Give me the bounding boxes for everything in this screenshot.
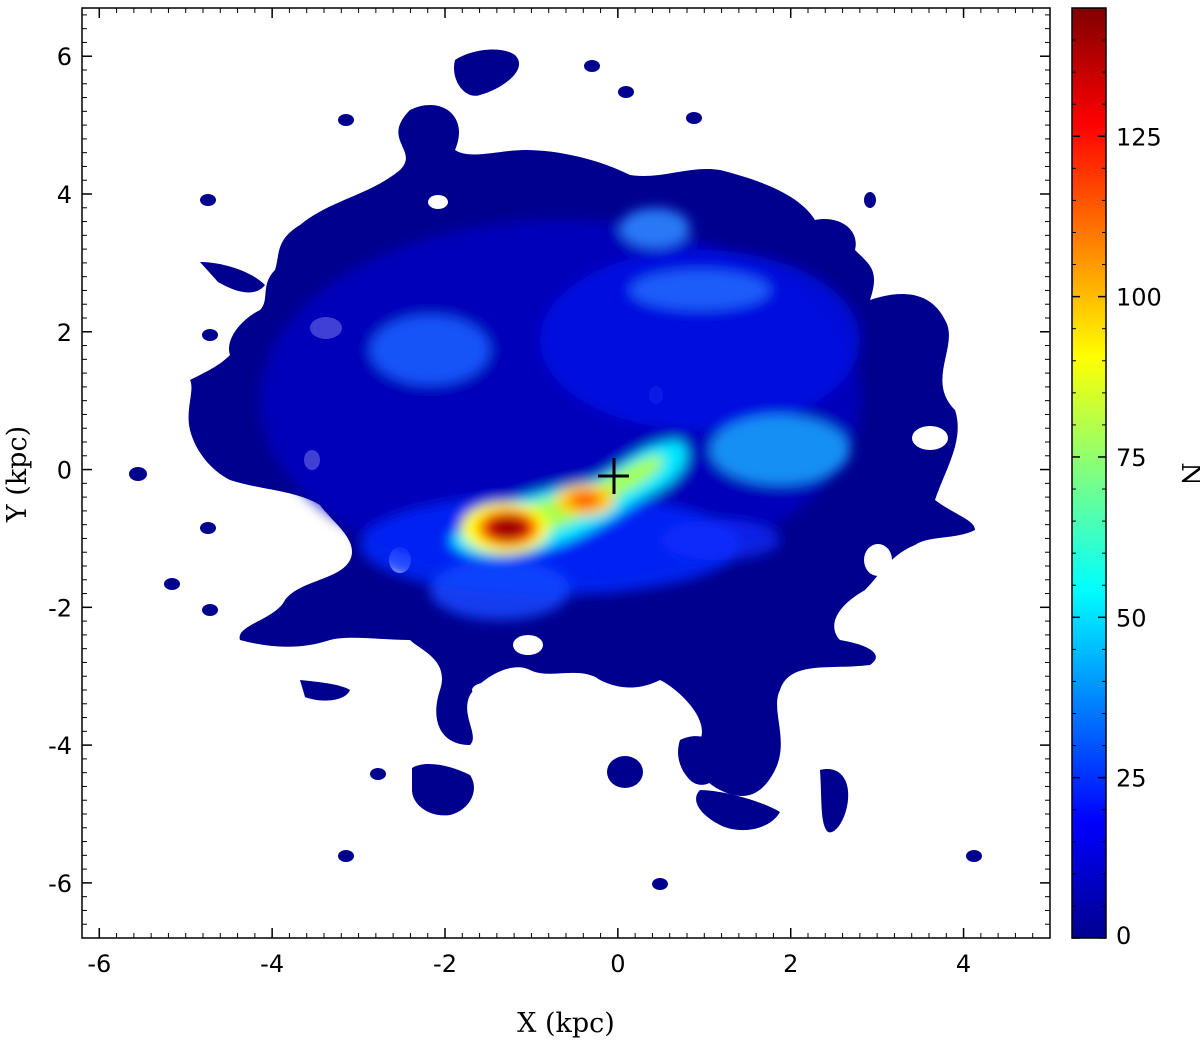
y-tick-label: 2 (57, 319, 72, 347)
colorbar-tick-label: 50 (1116, 604, 1147, 632)
x-tick-label: 4 (956, 950, 971, 978)
colorbar-label: N (1175, 462, 1200, 486)
plot-area (81, 7, 1051, 939)
x-tick-label: -2 (433, 950, 457, 978)
y-tick-label: -2 (48, 594, 72, 622)
x-tick-labels: -6 -4 -2 0 2 4 (87, 950, 971, 978)
colorbar-tick-label: 100 (1116, 284, 1162, 312)
y-tick-label: -4 (48, 732, 72, 760)
y-tick-label: 6 (57, 43, 72, 71)
plot-frame (81, 7, 1051, 939)
colorbar: 0 25 50 75 100 125 N (1071, 7, 1200, 950)
colorbar-tick-label: 0 (1116, 922, 1131, 950)
colorbar-gradient (1071, 7, 1107, 939)
x-tick-label: -4 (260, 950, 284, 978)
colorbar-tick-label: 25 (1116, 765, 1147, 793)
center-marker (598, 458, 629, 494)
x-tick-label: 2 (783, 950, 798, 978)
density-map (129, 49, 982, 890)
colorbar-tick-label: 75 (1116, 444, 1147, 472)
major-ticks (82, 8, 1050, 938)
x-tick-label: -6 (87, 950, 111, 978)
y-tick-label: 4 (57, 181, 72, 209)
x-tick-label: 0 (610, 950, 625, 978)
colorbar-tick-label: 125 (1116, 123, 1162, 151)
y-tick-label: 0 (57, 457, 72, 485)
density-structure (260, 208, 860, 620)
y-tick-label: -6 (48, 870, 72, 898)
minor-ticks (81, 8, 1051, 939)
y-axis-label: Y (kpc) (2, 426, 33, 523)
colorbar-ticks: 0 25 50 75 100 125 (1072, 39, 1162, 950)
y-tick-labels: -6 -4 -2 0 2 4 6 (48, 43, 72, 898)
x-axis-label: X (kpc) (517, 1008, 615, 1039)
